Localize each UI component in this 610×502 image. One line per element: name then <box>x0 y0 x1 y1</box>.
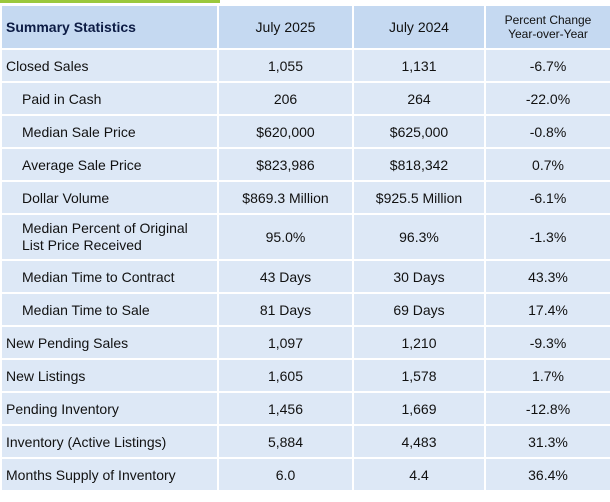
cell-july-2025: 206 <box>219 83 352 114</box>
cell-percent-change: -1.3% <box>486 215 610 259</box>
cell-july-2025: 1,055 <box>219 50 352 81</box>
table-row-average-sale-price: Average Sale Price $823,986 $818,342 0.7… <box>2 149 610 180</box>
cell-july-2024: 1,210 <box>354 327 484 358</box>
cell-percent-change: 17.4% <box>486 294 610 325</box>
cell-july-2024: $625,000 <box>354 116 484 147</box>
cell-july-2025: 81 Days <box>219 294 352 325</box>
table-row-new-pending-sales: New Pending Sales 1,097 1,210 -9.3% <box>2 327 610 358</box>
row-label: Median Sale Price <box>2 116 217 147</box>
cell-percent-change: 36.4% <box>486 459 610 490</box>
cell-july-2025: $823,986 <box>219 149 352 180</box>
cell-july-2024: 69 Days <box>354 294 484 325</box>
cell-percent-change: -0.8% <box>486 116 610 147</box>
cell-percent-change: -6.7% <box>486 50 610 81</box>
cell-july-2024: 96.3% <box>354 215 484 259</box>
row-label: Dollar Volume <box>2 182 217 213</box>
summary-statistics-table: Summary Statistics July 2025 July 2024 P… <box>0 4 610 492</box>
table-row-dollar-volume: Dollar Volume $869.3 Million $925.5 Mill… <box>2 182 610 213</box>
table-row-pending-inventory: Pending Inventory 1,456 1,669 -12.8% <box>2 393 610 424</box>
cell-july-2025: 95.0% <box>219 215 352 259</box>
header-percent-change: Percent Change Year-over-Year <box>486 6 610 48</box>
row-label-line1: Median Percent of Original <box>22 220 188 236</box>
table-row-inventory-active-listings: Inventory (Active Listings) 5,884 4,483 … <box>2 426 610 457</box>
cell-july-2025: 43 Days <box>219 261 352 292</box>
row-label: Inventory (Active Listings) <box>2 426 217 457</box>
cell-july-2025: 1,605 <box>219 360 352 391</box>
row-label-line2: List Price Received <box>22 237 142 253</box>
header-july-2025: July 2025 <box>219 6 352 48</box>
row-label: Pending Inventory <box>2 393 217 424</box>
cell-july-2025: 5,884 <box>219 426 352 457</box>
table-header-row: Summary Statistics July 2025 July 2024 P… <box>2 6 610 48</box>
cell-percent-change: 43.3% <box>486 261 610 292</box>
row-label: Paid in Cash <box>2 83 217 114</box>
table-row-paid-in-cash: Paid in Cash 206 264 -22.0% <box>2 83 610 114</box>
cell-july-2025: $620,000 <box>219 116 352 147</box>
header-percent-change-line2: Year-over-Year <box>508 27 588 41</box>
cell-july-2025: 1,097 <box>219 327 352 358</box>
row-label: Average Sale Price <box>2 149 217 180</box>
header-percent-change-line1: Percent Change <box>504 13 592 27</box>
table-row-closed-sales: Closed Sales 1,055 1,131 -6.7% <box>2 50 610 81</box>
cell-july-2025: 6.0 <box>219 459 352 490</box>
cell-july-2024: 1,131 <box>354 50 484 81</box>
cell-july-2024: 264 <box>354 83 484 114</box>
cell-percent-change: -22.0% <box>486 83 610 114</box>
accent-bar <box>0 0 610 3</box>
cell-july-2024: $818,342 <box>354 149 484 180</box>
accent-bar-green <box>0 0 220 3</box>
row-label: Median Time to Sale <box>2 294 217 325</box>
cell-july-2024: 1,578 <box>354 360 484 391</box>
cell-july-2024: 30 Days <box>354 261 484 292</box>
cell-percent-change: 31.3% <box>486 426 610 457</box>
table-row-median-time-to-sale: Median Time to Sale 81 Days 69 Days 17.4… <box>2 294 610 325</box>
cell-percent-change: -6.1% <box>486 182 610 213</box>
cell-percent-change: -9.3% <box>486 327 610 358</box>
table-row-median-percent-list-price: Median Percent of Original List Price Re… <box>2 215 610 259</box>
row-label: Months Supply of Inventory <box>2 459 217 490</box>
cell-july-2025: $869.3 Million <box>219 182 352 213</box>
row-label: New Listings <box>2 360 217 391</box>
row-label: Closed Sales <box>2 50 217 81</box>
cell-july-2025: 1,456 <box>219 393 352 424</box>
table-row-median-sale-price: Median Sale Price $620,000 $625,000 -0.8… <box>2 116 610 147</box>
cell-july-2024: $925.5 Million <box>354 182 484 213</box>
cell-percent-change: 0.7% <box>486 149 610 180</box>
row-label: Median Time to Contract <box>2 261 217 292</box>
table-row-new-listings: New Listings 1,605 1,578 1.7% <box>2 360 610 391</box>
cell-percent-change: 1.7% <box>486 360 610 391</box>
table-row-months-supply: Months Supply of Inventory 6.0 4.4 36.4% <box>2 459 610 490</box>
header-july-2024: July 2024 <box>354 6 484 48</box>
cell-percent-change: -12.8% <box>486 393 610 424</box>
table-row-median-time-to-contract: Median Time to Contract 43 Days 30 Days … <box>2 261 610 292</box>
header-title: Summary Statistics <box>2 6 217 48</box>
row-label: New Pending Sales <box>2 327 217 358</box>
cell-july-2024: 4.4 <box>354 459 484 490</box>
row-label: Median Percent of Original List Price Re… <box>2 215 217 259</box>
cell-july-2024: 4,483 <box>354 426 484 457</box>
cell-july-2024: 1,669 <box>354 393 484 424</box>
